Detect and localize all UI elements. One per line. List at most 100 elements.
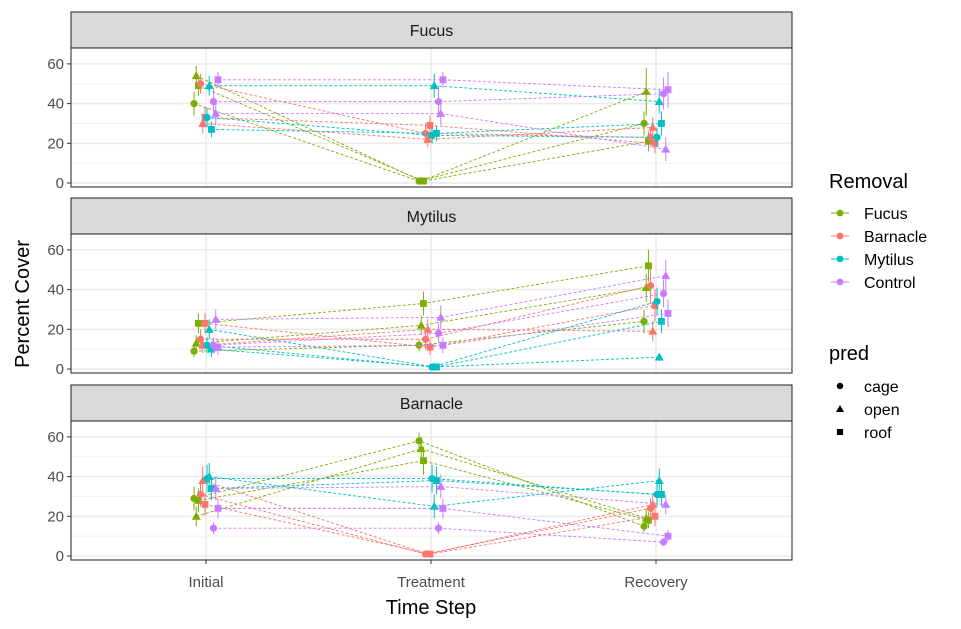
pred-legend-item: open bbox=[836, 402, 900, 419]
data-point bbox=[191, 338, 201, 347]
y-tick-label: 40 bbox=[47, 469, 64, 486]
facet-panel-mytilus: Mytilus 0 20 40 60 bbox=[47, 197, 793, 378]
data-point bbox=[640, 317, 648, 325]
data-point bbox=[645, 262, 652, 270]
y-tick-label: 0 bbox=[56, 361, 64, 378]
data-point bbox=[211, 484, 221, 492]
y-tick-label: 60 bbox=[47, 242, 64, 259]
data-point bbox=[648, 326, 658, 335]
data-point bbox=[209, 524, 218, 532]
series-control-cage bbox=[209, 77, 668, 118]
series-barnacle-open bbox=[198, 319, 658, 354]
data-point bbox=[661, 144, 671, 153]
data-point bbox=[645, 137, 652, 145]
x-tick-label: Treatment bbox=[397, 574, 466, 591]
pred-legend-item: cage bbox=[836, 379, 899, 396]
data-point bbox=[659, 538, 668, 546]
data-point bbox=[654, 97, 664, 105]
data-point bbox=[214, 504, 222, 512]
data-point bbox=[208, 345, 215, 353]
data-point bbox=[203, 113, 211, 122]
data-point bbox=[195, 497, 202, 504]
legend-key-marker bbox=[836, 255, 844, 263]
data-point bbox=[426, 122, 434, 129]
series-mytilus-open bbox=[204, 462, 664, 519]
facet-panel-barnacle: Barnacle 0 20 40 60 bbox=[47, 384, 793, 565]
data-point bbox=[654, 476, 664, 484]
pred-legend-label: roof bbox=[864, 425, 892, 442]
y-tick-label: 40 bbox=[47, 96, 64, 113]
data-point bbox=[436, 482, 446, 490]
data-point bbox=[420, 300, 427, 307]
series-line bbox=[196, 75, 647, 182]
data-point bbox=[196, 80, 205, 88]
legend-key-marker bbox=[836, 209, 844, 217]
data-point bbox=[664, 86, 672, 94]
legend-key-marker bbox=[836, 428, 844, 436]
data-point bbox=[191, 511, 201, 520]
removal-legend-item: Mytilus bbox=[831, 252, 914, 269]
removal-legend-item: Control bbox=[831, 275, 916, 292]
data-point bbox=[214, 76, 222, 84]
y-tick-label: 20 bbox=[47, 135, 64, 152]
series-line bbox=[198, 85, 649, 182]
data-point bbox=[661, 499, 671, 508]
data-point bbox=[648, 122, 658, 131]
legend-key-marker bbox=[836, 232, 844, 240]
data-point bbox=[661, 271, 671, 280]
series-fucus-roof bbox=[195, 446, 652, 529]
facet-strip-label: Mytilus bbox=[407, 209, 457, 226]
removal-legend-items: Fucus Barnacle Mytilus Control bbox=[831, 206, 927, 292]
data-point bbox=[434, 524, 443, 532]
data-point bbox=[439, 76, 447, 84]
data-point bbox=[658, 120, 665, 127]
panel-border bbox=[70, 47, 793, 188]
facet-strip bbox=[70, 384, 793, 422]
data-point bbox=[420, 457, 427, 465]
data-point bbox=[423, 324, 433, 333]
data-point bbox=[429, 501, 439, 510]
y-tick-label: 40 bbox=[47, 282, 64, 299]
data-point bbox=[426, 550, 434, 558]
removal-legend-label: Control bbox=[864, 275, 916, 292]
data-point bbox=[211, 109, 221, 117]
data-point bbox=[658, 317, 665, 325]
data-point bbox=[208, 125, 215, 133]
y-tick-label: 0 bbox=[56, 548, 64, 565]
removal-legend-label: Barnacle bbox=[864, 229, 927, 246]
y-tick-label: 20 bbox=[47, 321, 64, 338]
data-point bbox=[190, 100, 198, 108]
facet-strip bbox=[70, 11, 793, 49]
data-point bbox=[423, 134, 433, 143]
series-barnacle-roof bbox=[201, 492, 659, 558]
data-point bbox=[201, 500, 209, 508]
facet-strip-label: Fucus bbox=[410, 23, 454, 40]
removal-legend-item: Fucus bbox=[831, 206, 908, 223]
pred-legend: pred cage open roof bbox=[829, 343, 900, 442]
data-point bbox=[439, 341, 447, 349]
removal-legend-label: Mytilus bbox=[864, 252, 914, 269]
data-point bbox=[204, 324, 214, 333]
data-point bbox=[648, 499, 658, 508]
facet-strip-label: Barnacle bbox=[400, 396, 463, 413]
data-point bbox=[654, 352, 664, 361]
removal-legend-item: Barnacle bbox=[831, 229, 927, 246]
series-barnacle-open bbox=[198, 113, 658, 148]
data-point bbox=[433, 363, 440, 371]
series-control-open bbox=[211, 474, 671, 515]
y-tick-label: 20 bbox=[47, 508, 64, 525]
data-point bbox=[195, 319, 202, 327]
y-tick-label: 0 bbox=[56, 175, 64, 192]
x-tick-label: Initial bbox=[188, 574, 223, 591]
data-point bbox=[653, 297, 661, 306]
x-tick-label: Recovery bbox=[624, 574, 688, 591]
legend-key-marker bbox=[836, 278, 844, 286]
data-point bbox=[201, 319, 209, 327]
data-point bbox=[211, 314, 221, 323]
series-mytilus-roof bbox=[208, 466, 665, 507]
data-point bbox=[204, 81, 214, 90]
removal-legend-title: Removal bbox=[829, 171, 908, 193]
data-point bbox=[436, 109, 446, 117]
series-control-cage bbox=[209, 279, 668, 354]
